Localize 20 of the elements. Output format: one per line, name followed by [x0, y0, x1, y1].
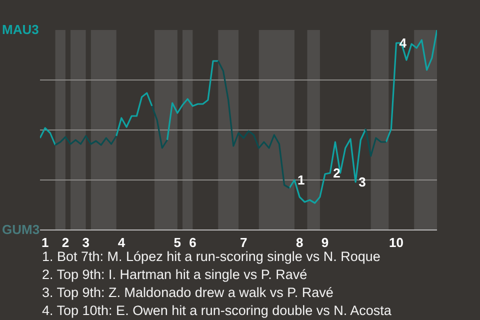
text: 2. Top 9th: I. Hartman hit a single vs P. Ravé: [42, 266, 308, 284]
x-tick-label: 10: [389, 235, 404, 250]
text: 1. Bot 7th: M. López hit a run-scoring single vs N. Roque: [42, 249, 380, 264]
annotation: 4: [399, 36, 408, 51]
annotation: 3: [358, 174, 366, 190]
x-tick-label: 3: [82, 235, 90, 250]
text: GUM3: [2, 221, 40, 239]
x-tick-label: 9: [321, 235, 329, 250]
x-tick-label: 6: [189, 235, 196, 250]
x-tick-label: 4: [118, 235, 126, 250]
x-tick-label: 2: [62, 235, 70, 250]
text: 4. Top 10th: E. Owen hit a run-scoring double vs N. Acosta: [42, 302, 392, 320]
x-tick-label: 7: [240, 235, 248, 250]
x-tick-label: 5: [174, 235, 182, 250]
x-tick-label: 8: [296, 235, 304, 250]
text: MAU3: [2, 21, 39, 39]
x-tick-label: 1: [41, 235, 49, 250]
annotation: 2: [333, 166, 340, 181]
text: 3. Top 9th: Z. Maldonado drew a walk vs P. Ravé: [42, 284, 334, 302]
annotation: 1: [297, 172, 305, 188]
